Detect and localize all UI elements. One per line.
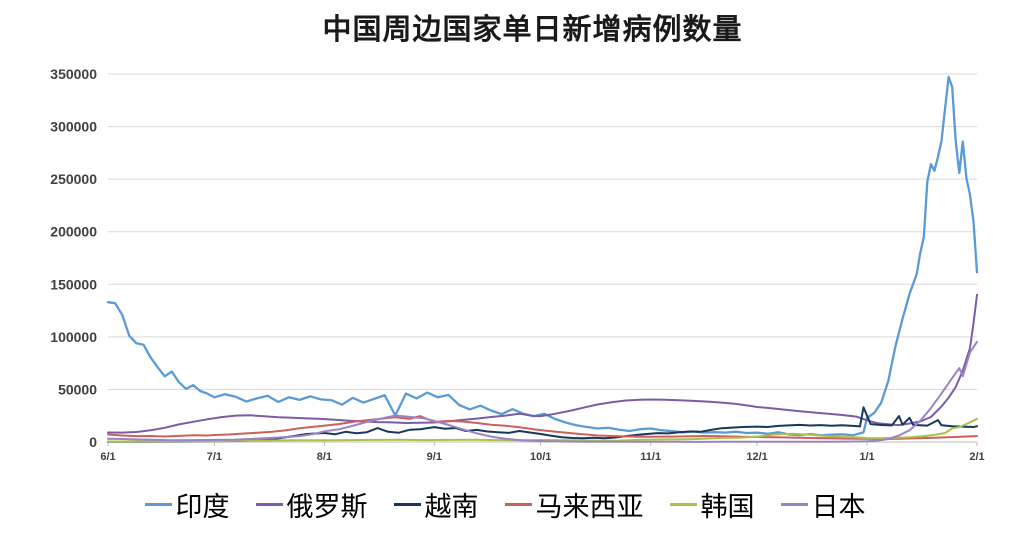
legend-swatch-icon xyxy=(780,503,808,506)
legend-item-马来西亚: 马来西亚 xyxy=(504,485,644,524)
legend-label: 日本 xyxy=(811,492,866,522)
legend-swatch-icon xyxy=(144,503,172,506)
series-line-印度 xyxy=(106,75,979,437)
y-tick-label: 300000 xyxy=(50,119,97,135)
y-tick-label: 200000 xyxy=(50,224,97,240)
y-tick-label: 150000 xyxy=(50,276,97,292)
legend-swatch-icon xyxy=(393,503,421,506)
legend-swatch-icon xyxy=(504,503,532,506)
chart-legend: 印度 俄罗斯 越南 马来西亚 韩国 日本 xyxy=(0,476,1010,533)
series-line-俄罗斯 xyxy=(107,293,978,434)
series-line-韩国 xyxy=(107,417,978,443)
legend-item-越南: 越南 xyxy=(393,485,479,524)
x-tick-label: 7/1 xyxy=(207,451,222,463)
legend-label: 韩国 xyxy=(700,492,755,522)
legend-swatch-icon xyxy=(255,503,283,506)
legend-item-日本: 日本 xyxy=(780,485,866,524)
chart-canvas: 0 50000 100000 150000 200000 250000 300000 3500… xyxy=(50,66,984,463)
legend-label: 越南 xyxy=(424,492,479,522)
y-tick-label: 50000 xyxy=(58,381,97,397)
legend-label: 马来西亚 xyxy=(535,492,644,522)
x-tick-label: 9/1 xyxy=(427,451,442,463)
x-tick-label: 6/1 xyxy=(100,451,115,463)
legend-swatch-icon xyxy=(669,503,697,506)
x-tick-label: 12/1 xyxy=(746,451,767,463)
x-tick-label: 8/1 xyxy=(317,451,332,463)
legend-label: 印度 xyxy=(175,492,230,522)
legend-item-韩国: 韩国 xyxy=(669,485,755,524)
series-line-日本 xyxy=(107,340,978,443)
x-tick-label: 11/1 xyxy=(640,451,661,463)
y-tick-label: 250000 xyxy=(50,171,97,187)
x-tick-label: 2/1 xyxy=(969,451,984,463)
legend-label: 俄罗斯 xyxy=(286,492,368,522)
legend-item-俄罗斯: 俄罗斯 xyxy=(255,485,368,524)
y-tick-label: 350000 xyxy=(50,66,97,82)
series-line-马来西亚 xyxy=(107,415,978,440)
y-tick-label: 0 xyxy=(89,434,97,450)
legend-item-印度: 印度 xyxy=(144,485,230,524)
chart-title: 中国周边国家单日新增病例数量 xyxy=(322,14,743,46)
x-tick-label: 10/1 xyxy=(530,451,551,463)
y-tick-label: 100000 xyxy=(50,329,97,345)
x-tick-label: 1/1 xyxy=(859,451,874,463)
